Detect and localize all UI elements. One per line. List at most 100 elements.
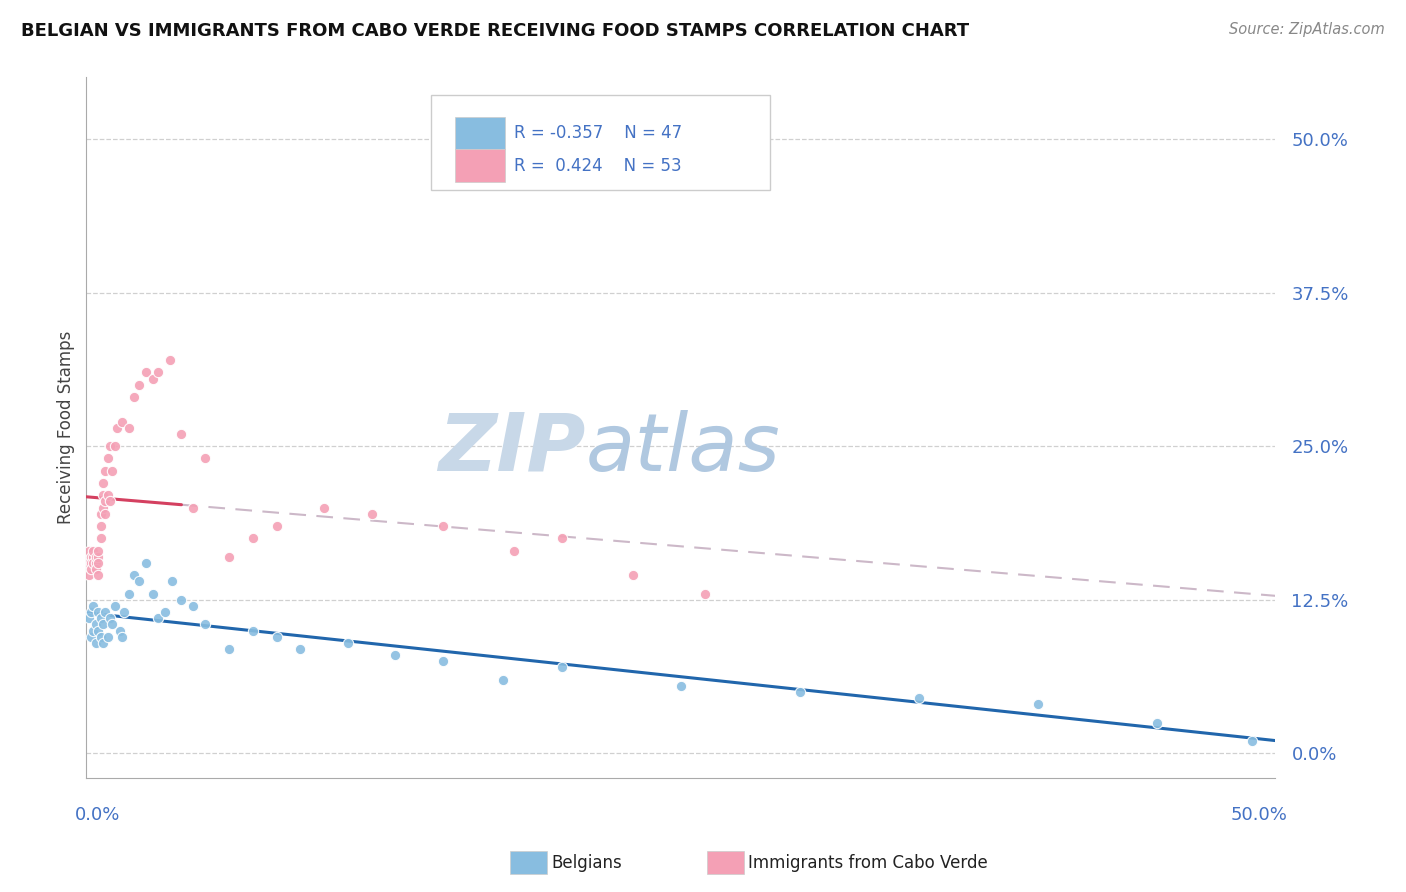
Point — [94, 494, 117, 508]
Point — [194, 451, 217, 466]
Point — [384, 648, 406, 662]
Point — [98, 494, 121, 508]
Point — [181, 599, 204, 613]
Point — [170, 426, 193, 441]
Point — [80, 549, 103, 564]
Point — [1146, 715, 1168, 730]
Point — [181, 500, 204, 515]
Point — [142, 371, 165, 385]
Point — [242, 532, 264, 546]
Point — [82, 624, 104, 638]
Point — [87, 605, 110, 619]
Point — [111, 415, 134, 429]
Text: atlas: atlas — [586, 409, 780, 488]
Point — [503, 543, 526, 558]
Point — [80, 556, 103, 570]
Point — [84, 549, 107, 564]
Point — [90, 630, 112, 644]
Point — [80, 630, 103, 644]
Point — [91, 617, 114, 632]
Point — [266, 630, 288, 644]
Point — [90, 507, 112, 521]
Point — [266, 519, 288, 533]
Point — [194, 617, 217, 632]
Point — [491, 673, 513, 687]
Point — [142, 587, 165, 601]
Point — [128, 574, 150, 589]
Point — [87, 556, 110, 570]
Point — [118, 421, 141, 435]
Point — [77, 543, 100, 558]
Point — [135, 366, 157, 380]
Point — [87, 549, 110, 564]
Point — [97, 451, 120, 466]
Text: Immigrants from Cabo Verde: Immigrants from Cabo Verde — [748, 854, 988, 871]
Point — [87, 568, 110, 582]
Point — [111, 630, 134, 644]
Point — [1026, 698, 1049, 712]
Point — [80, 605, 103, 619]
Point — [90, 532, 112, 546]
Point — [91, 636, 114, 650]
Point — [87, 543, 110, 558]
Point — [118, 587, 141, 601]
Point — [336, 636, 359, 650]
Text: ZIP: ZIP — [439, 409, 586, 488]
Point — [242, 624, 264, 638]
Text: R =  0.424    N = 53: R = 0.424 N = 53 — [515, 156, 682, 175]
Point — [146, 366, 169, 380]
Point — [104, 439, 127, 453]
Point — [80, 562, 103, 576]
Point — [290, 642, 312, 657]
Point — [91, 476, 114, 491]
Point — [907, 691, 929, 706]
Point — [122, 568, 145, 582]
Point — [108, 624, 131, 638]
Point — [84, 636, 107, 650]
Point — [432, 519, 454, 533]
Point — [101, 617, 124, 632]
FancyBboxPatch shape — [456, 149, 505, 182]
Point — [104, 599, 127, 613]
Point — [77, 611, 100, 625]
Point — [101, 464, 124, 478]
Text: 50.0%: 50.0% — [1230, 806, 1288, 824]
Point — [170, 592, 193, 607]
Point — [97, 630, 120, 644]
Text: Source: ZipAtlas.com: Source: ZipAtlas.com — [1229, 22, 1385, 37]
Point — [105, 421, 128, 435]
Point — [314, 500, 336, 515]
Point — [97, 488, 120, 502]
FancyBboxPatch shape — [456, 117, 505, 149]
Point — [94, 507, 117, 521]
Point — [90, 519, 112, 533]
Point — [146, 611, 169, 625]
Point — [432, 654, 454, 668]
Point — [693, 587, 716, 601]
Point — [82, 599, 104, 613]
Point — [82, 543, 104, 558]
Point — [84, 562, 107, 576]
Point — [218, 642, 240, 657]
Point — [789, 685, 811, 699]
Point — [551, 532, 574, 546]
Point — [90, 611, 112, 625]
Point — [551, 660, 574, 674]
Point — [77, 568, 100, 582]
Point — [135, 556, 157, 570]
Point — [360, 507, 382, 521]
Point — [87, 624, 110, 638]
Point — [94, 605, 117, 619]
Point — [98, 611, 121, 625]
Point — [1240, 734, 1263, 748]
Point — [98, 439, 121, 453]
Point — [160, 574, 183, 589]
Point — [218, 549, 240, 564]
Point — [84, 617, 107, 632]
Text: BELGIAN VS IMMIGRANTS FROM CABO VERDE RECEIVING FOOD STAMPS CORRELATION CHART: BELGIAN VS IMMIGRANTS FROM CABO VERDE RE… — [21, 22, 969, 40]
Point — [669, 679, 692, 693]
Text: R = -0.357    N = 47: R = -0.357 N = 47 — [515, 124, 682, 143]
Point — [153, 605, 176, 619]
Point — [77, 556, 100, 570]
Point — [159, 353, 181, 368]
